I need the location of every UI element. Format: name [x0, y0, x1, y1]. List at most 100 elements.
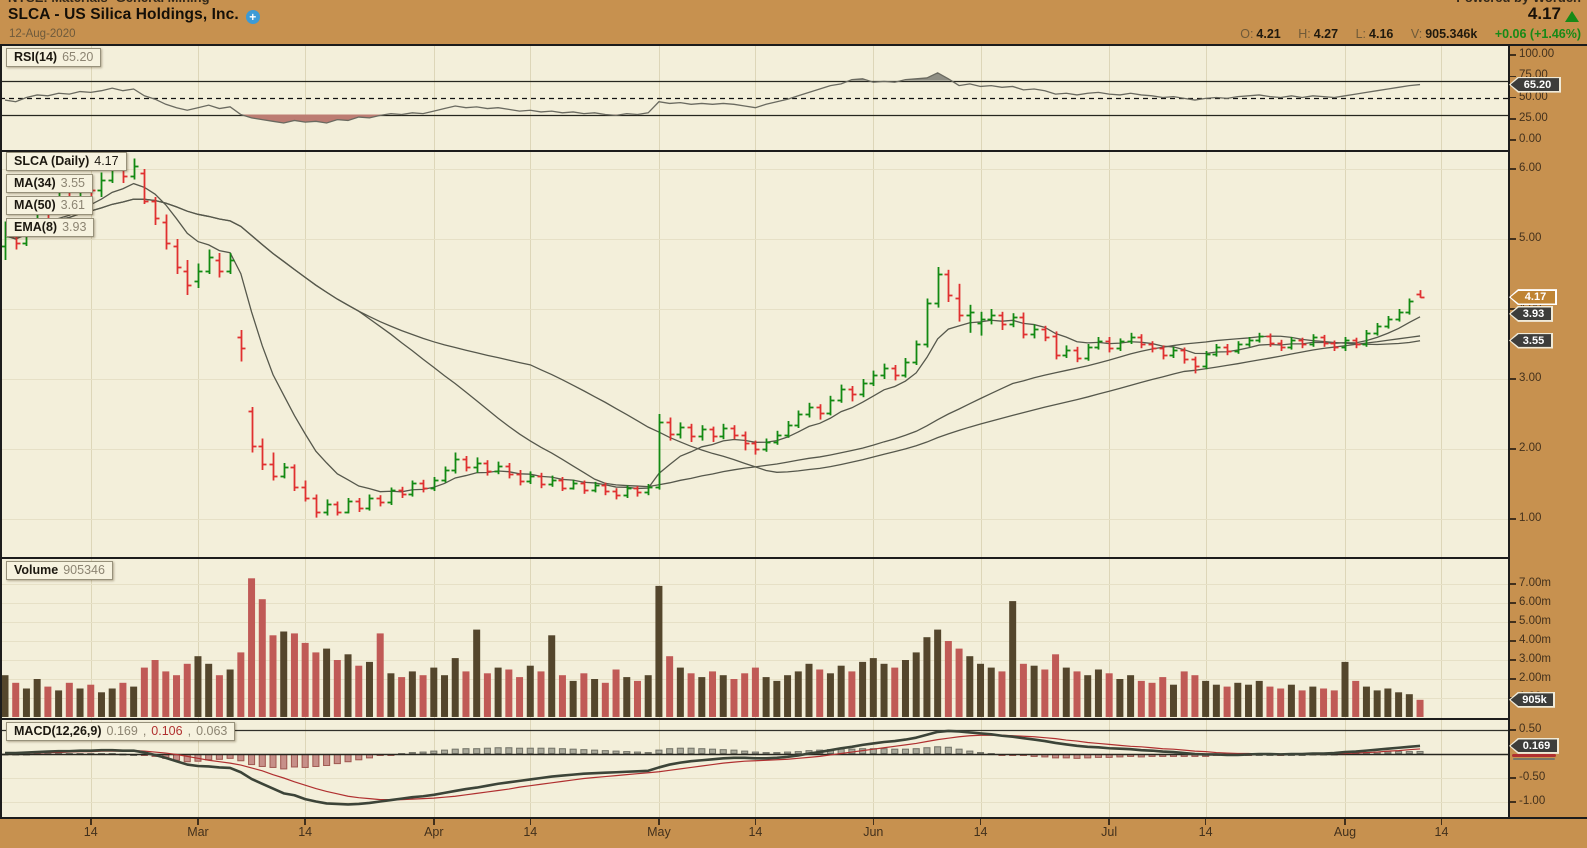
x-axis-label: 14 — [523, 825, 538, 839]
volume-axis-label: 7.00m — [1519, 577, 1551, 589]
volume-axis-label: 2.00m — [1519, 672, 1551, 684]
add-symbol-icon[interactable]: + — [245, 10, 260, 24]
macd-axis-tick — [1510, 801, 1516, 803]
high-value: 4.27 — [1313, 27, 1339, 41]
price-axis-label: 5.00 — [1519, 232, 1542, 244]
bubble-text: 0.169 — [1510, 739, 1558, 753]
x-axis-tick — [979, 819, 982, 825]
x-axis-tick — [1204, 819, 1207, 825]
volume-label: V: — [1410, 27, 1423, 41]
ema8-label[interactable]: EMA(8) 3.93 — [6, 218, 95, 237]
volume-axis-label: 4.00m — [1519, 634, 1551, 646]
x-axis-label: Aug — [1333, 825, 1357, 839]
x-axis-label: 14 — [1434, 825, 1449, 839]
macd-axis-label: -1.00 — [1519, 795, 1546, 807]
rsi-axis-label: 25.00 — [1519, 111, 1548, 124]
rsi-axis-label: 100.00 — [1519, 48, 1555, 60]
volume-axis-tick — [1510, 640, 1516, 642]
high-label: H: — [1298, 27, 1311, 41]
x-axis-tick — [1344, 819, 1346, 825]
macd-signal-bubble-edge — [1512, 754, 1556, 758]
macd-indicator-label[interactable]: MACD(12,26,9) 0.169, 0.106, 0.063 — [6, 722, 236, 741]
vol-value-bubble: 905k — [1509, 691, 1555, 708]
bubble-text: 905k — [1510, 693, 1554, 707]
rsi-axis-tick — [1510, 96, 1516, 99]
macd-axis-tick — [1510, 777, 1516, 779]
volume-axis-tick — [1510, 583, 1516, 585]
chart-date: 12-Aug-2020 — [9, 28, 76, 40]
x-axis-tick — [433, 819, 435, 825]
low-label: L: — [1355, 27, 1367, 41]
x-axis-label: 14 — [973, 825, 988, 839]
price-axis-tick — [1510, 448, 1516, 450]
clipped-header-text-right: Powered by Worden — [1281, 0, 1581, 6]
rsi-axis-tick — [1510, 118, 1516, 120]
rsi-axis-tick — [1510, 75, 1516, 77]
up-arrow-icon — [1565, 11, 1579, 22]
macd-axis-label: 0.50 — [1519, 723, 1542, 735]
rsi-axis-label: 50.00 — [1519, 90, 1548, 103]
volume-value: 905.346k — [1425, 27, 1478, 41]
x-axis-label: Jul — [1101, 825, 1118, 839]
price-value-bubble: 3.55 — [1509, 332, 1553, 349]
rsi-axis-label: 0.00 — [1519, 133, 1542, 145]
open-value: 4.21 — [1256, 27, 1281, 41]
price-axis-tick — [1510, 308, 1516, 310]
ma50-label[interactable]: MA(50) 3.61 — [6, 196, 94, 215]
open-label: O: — [1240, 27, 1254, 41]
price-axis-tick — [1510, 518, 1516, 520]
ma34-label[interactable]: MA(34) 3.55 — [6, 174, 94, 193]
price-axis-tick — [1510, 168, 1516, 170]
x-axis-label: Mar — [187, 825, 209, 839]
volume-axis-label: 5.00m — [1519, 615, 1551, 627]
ohlcv-row: O: 4.21 H: 4.27 L: 4.16 V: 905.346k +0.06 (+… — [1240, 27, 1581, 41]
volume-axis-label: 3.00m — [1519, 653, 1551, 665]
macd-axis-tick — [1510, 729, 1516, 731]
x-axis-label: 14 — [748, 825, 763, 839]
price-axis-label: 1.00 — [1519, 512, 1542, 524]
bubble-text: 4.17 — [1510, 290, 1556, 304]
bubble-text: 65.20 — [1510, 78, 1560, 91]
low-value: 4.16 — [1369, 27, 1394, 41]
x-axis-tick — [90, 819, 92, 825]
bubble-text: 3.55 — [1510, 334, 1552, 347]
x-axis-label: 14 — [1198, 825, 1213, 839]
bubble-text: 3.93 — [1510, 307, 1552, 321]
price-axis-tick — [1510, 378, 1516, 380]
x-axis-tick — [1108, 819, 1110, 825]
price-value-bubble: 3.93 — [1509, 305, 1553, 322]
last-price: 4.17 — [1527, 4, 1561, 23]
rsi-axis-tick — [1510, 139, 1516, 141]
volume-axis-tick — [1510, 659, 1516, 661]
x-axis-label: May — [647, 825, 671, 839]
x-axis-tick — [754, 819, 757, 825]
x-axis-label: 14 — [83, 825, 98, 839]
x-axis-tick — [304, 819, 306, 825]
macd-hist-bubble-edge — [1513, 757, 1555, 761]
price-axis-label: 6.00 — [1519, 162, 1542, 174]
volume-axis-label: 6.00m — [1519, 596, 1551, 608]
symbol-series-label[interactable]: SLCA (Daily) 4.17 — [6, 152, 127, 171]
volume-axis-tick — [1510, 621, 1516, 623]
x-axis-label: Apr — [424, 825, 444, 839]
volume-axis-tick — [1510, 602, 1516, 604]
x-axis-label: 14 — [298, 825, 313, 839]
rsi-axis-tick — [1510, 54, 1516, 56]
price-axis-label: 2.00 — [1519, 442, 1542, 454]
x-axis-tick — [1440, 819, 1443, 825]
price-value-bubble: 4.17 — [1509, 289, 1557, 306]
clipped-header-text-left: NYSE: Materials- General Mining — [8, 0, 628, 6]
price-axis-tick — [1510, 238, 1516, 240]
rsi-value-bubble: 65.20 — [1509, 76, 1561, 93]
volume-indicator-label[interactable]: Volume 905346 — [6, 561, 113, 580]
rsi-indicator-label[interactable]: RSI(14) 65.20 — [6, 48, 102, 67]
symbol-title: SLCA - US Silica Holdings, Inc. + — [8, 6, 260, 24]
x-axis-tick — [872, 819, 875, 825]
change-value: +0.06 (+1.46%) — [1494, 27, 1581, 41]
x-axis-tick — [658, 819, 660, 825]
macd-value-bubble: 0.169 — [1509, 737, 1559, 754]
macd-axis-label: -0.50 — [1519, 771, 1546, 783]
price-axis-label: 3.00 — [1519, 372, 1542, 384]
